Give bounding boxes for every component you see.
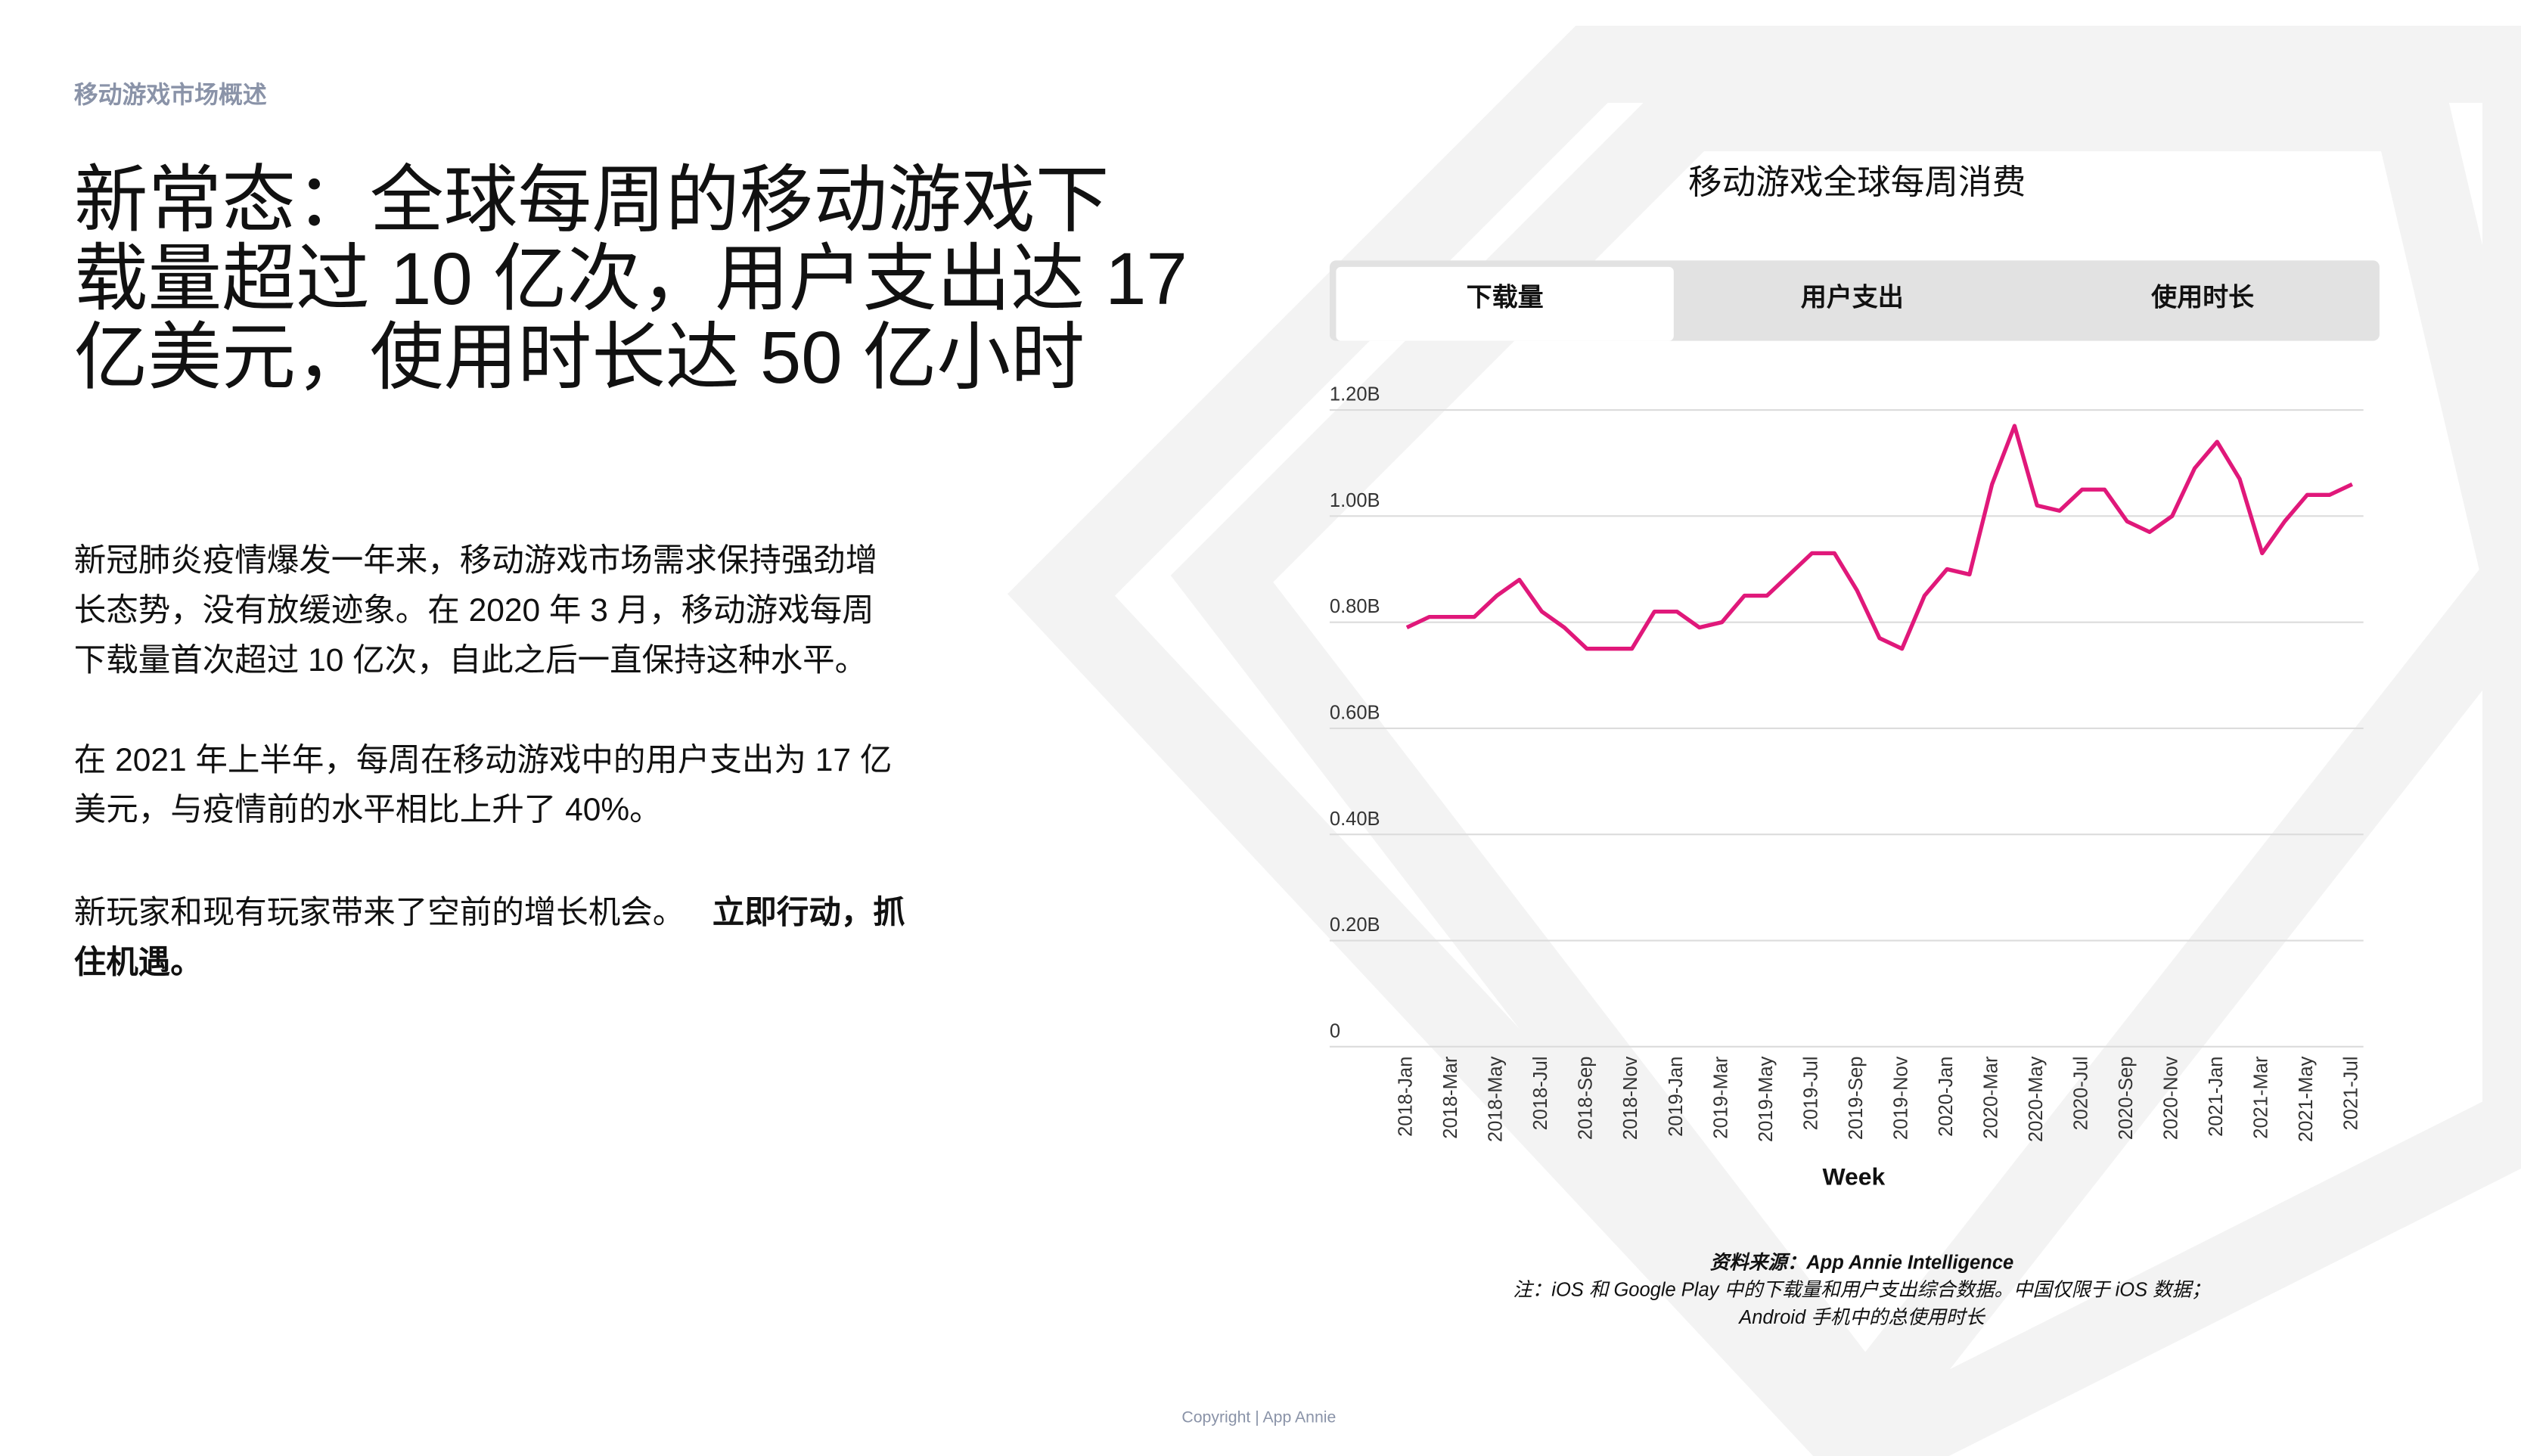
- x-axis-label: Week: [1823, 1163, 1886, 1191]
- x-tick-label: 2020-May: [2026, 1056, 2047, 1142]
- tab-active[interactable]: [1336, 266, 1674, 341]
- y-tick-label: 0.20B: [1330, 914, 1380, 936]
- chart: 0 0.20B 0.40B 0.60B 0.80B 1.00B 1.20B 2018-Jan 2…: [1329, 384, 2364, 1142]
- x-tick-label: 2018-Jul: [1530, 1057, 1551, 1131]
- x-tick-label: 2021-Jan: [2206, 1057, 2227, 1137]
- body-line: 长态势，没有放缓迹象。在 2020 年 3 月，移动游戏每周: [74, 593, 874, 629]
- headline: 新常态：全球每周的移动游戏下: [74, 158, 1110, 241]
- x-tick-label: 2020-Jan: [1936, 1057, 1957, 1137]
- footer: Copyright | App Annie: [1181, 1408, 1336, 1426]
- y-tick-label: 0: [1330, 1020, 1340, 1042]
- background-decoration: [1007, 26, 2521, 1456]
- note: Android 手机中的总使用时长: [1737, 1307, 1985, 1328]
- data-line: [1405, 424, 2353, 651]
- headline: 亿美元，使用时长达 50 亿小时: [74, 315, 1085, 399]
- deco-diamond: [1007, 26, 2521, 1456]
- x-tick-label: 2018-Mar: [1440, 1056, 1461, 1139]
- x-tick-label: 2021-Jul: [2341, 1057, 2362, 1131]
- body-line: 下载量首次超过 10 亿次，自此之后一直保持这种水平。: [74, 643, 867, 678]
- x-tick-label: 2018-Nov: [1620, 1056, 1641, 1140]
- x-tick-label: 2019-Sep: [1846, 1057, 1867, 1141]
- y-tick-label: 0.40B: [1330, 809, 1380, 830]
- x-tick-label: 2021-May: [2296, 1056, 2317, 1142]
- tab[interactable]: 下载量: [1467, 283, 1544, 312]
- headline: 载量超过 10 亿次，用户支出达 17: [74, 237, 1188, 320]
- x-tick-label: 2019-Jul: [1800, 1057, 1821, 1131]
- deco-diamond-inner: [1170, 73, 2521, 1456]
- closing-text: 新玩家和现有玩家带来了空前的增长机会。: [74, 896, 685, 931]
- x-tick-label: 2018-Sep: [1576, 1057, 1597, 1141]
- source: 资料来源：App Annie Intelligence: [1710, 1252, 2013, 1273]
- x-tick-label: 2019-May: [1756, 1056, 1777, 1142]
- y-tick-label: 1.00B: [1330, 490, 1380, 511]
- body-line: 美元，与疫情前的水平相比上升了 40%。: [74, 793, 662, 828]
- x-tick-label: 2019-Jan: [1666, 1057, 1687, 1137]
- y-tick-label: 0.60B: [1330, 703, 1380, 724]
- section-label: 移动游戏市场概述: [74, 81, 267, 108]
- closing-bold: 立即行动，抓: [713, 896, 905, 931]
- tab[interactable]: 用户支出: [1801, 283, 1904, 312]
- tab[interactable]: 使用时长: [2150, 283, 2254, 312]
- x-tick-label: 2020-Jul: [2070, 1057, 2091, 1131]
- y-tick-label: 1.20B: [1330, 384, 1380, 405]
- chart-title: 移动游戏全球每周消费: [1688, 164, 2026, 201]
- x-tick-label: 2021-Mar: [2251, 1056, 2272, 1139]
- x-tick-label: 2019-Mar: [1710, 1056, 1731, 1139]
- body-line: 在 2021 年上半年，每周在移动游戏中的用户支出为 17 亿: [74, 743, 893, 778]
- x-tick-label: 2020-Mar: [1980, 1056, 2001, 1139]
- note: 注：iOS 和 Google Play 中的下载量和用户支出综合数据。中国仅限于…: [1513, 1280, 2210, 1301]
- y-tick-label: 0.80B: [1330, 596, 1380, 617]
- closing-bold: 住机遇。: [74, 945, 203, 981]
- x-tick-label: 2020-Nov: [2160, 1056, 2181, 1140]
- body-line: 新冠肺炎疫情爆发一年来，移动游戏市场需求保持强劲增: [74, 543, 878, 579]
- x-tick-label: 2019-Nov: [1890, 1056, 1911, 1140]
- x-tick-label: 2018-May: [1486, 1056, 1507, 1142]
- x-tick-label: 2020-Sep: [2116, 1057, 2137, 1141]
- x-tick-label: 2018-Jan: [1396, 1057, 1417, 1137]
